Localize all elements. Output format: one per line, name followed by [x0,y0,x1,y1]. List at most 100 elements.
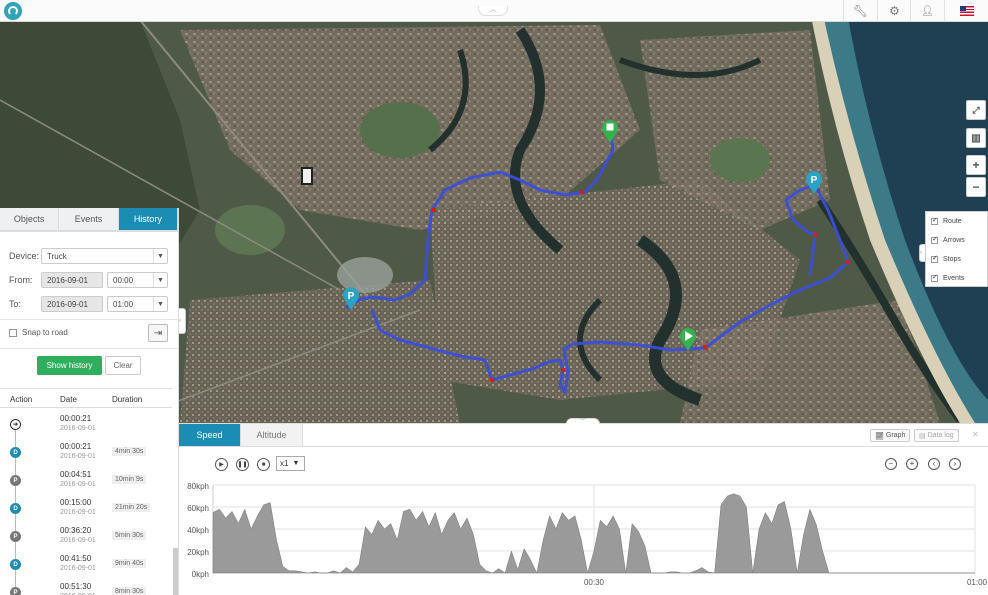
x-tick-label: 01:00 [967,578,988,587]
user-button[interactable]: 👤︎ [910,0,944,22]
layer-events[interactable]: Events [926,269,987,288]
app-logo[interactable] [4,2,22,20]
clear-button[interactable]: Clear [105,356,141,375]
history-duration: 4min 30s [112,447,147,456]
checkbox[interactable] [931,273,938,282]
tools-button[interactable]: 🔧︎ [843,0,877,22]
caret-down-icon: ▼ [292,460,300,467]
parking-pin-icon[interactable]: P [341,285,361,311]
show-history-button[interactable]: Show history [37,356,102,375]
parking-pin-icon[interactable]: P [804,169,824,195]
device-select[interactable]: Truck ▼ [41,248,168,264]
device-label: Device: [9,251,40,261]
history-row[interactable]: P 00:36:20 2016-09-01 5min 30s [0,523,172,551]
graph-collapse-handle[interactable]: ﹀ [566,418,600,425]
play-button[interactable]: ▶ [215,458,228,471]
export-button[interactable]: ⇥ [148,324,168,342]
graph-zoom-out-button[interactable]: − [885,458,897,470]
language-button[interactable] [944,0,988,22]
snap-to-road[interactable]: Snap to road [9,328,68,337]
chevron-up-icon: ︿ [489,6,497,13]
column-date: Date [60,395,77,404]
tab-events[interactable]: Events [59,208,119,230]
history-row[interactable]: P 00:04:51 2016-09-01 10min 9s [0,467,172,495]
history-row[interactable]: ➜ 00:00:21 2016-09-01 [0,411,172,439]
history-time: 00:36:20 [60,526,92,535]
playback-speed-select[interactable]: x1 ▼ [276,456,305,471]
graph-prev-button[interactable]: ‹ [928,458,940,470]
history-row[interactable]: D 00:41:50 2016-09-01 9min 40s [0,551,172,579]
y-tick-label: 80kph [187,482,209,491]
chevron-left-icon: ‹ [179,318,181,324]
divider [179,446,988,447]
history-duration: 8min 30s [112,587,147,595]
checkbox[interactable] [931,216,938,225]
history-time: 00:04:51 [60,470,92,479]
settings-button[interactable]: ⚙ [877,0,911,22]
us-flag-icon [959,6,974,16]
from-date-field[interactable]: 2016-09-01 [41,272,103,288]
top-collapse-handle[interactable]: ︿ [478,6,508,16]
chevron-left-icon: ‹ [920,250,922,256]
close-icon[interactable]: ✕ [972,430,979,439]
zoom-in-button[interactable]: + [966,155,986,175]
graph-button-label: Graph [885,432,906,439]
drive-badge: D [10,503,21,514]
graph-button[interactable]: 📈︎ Graph [870,429,911,442]
layer-arrows[interactable]: Arrows [926,231,987,250]
stop-button[interactable]: ■ [257,458,270,471]
history-date: 2016-09-01 [60,425,96,432]
map-view[interactable]: P P ⤢ ▥ + − ‹ Route Arrows Stops Events [0,0,988,423]
to-date-field[interactable]: 2016-09-01 [41,296,103,312]
pause-icon: ❚❚ [237,462,248,468]
layer-route[interactable]: Route [926,212,987,231]
y-tick-label: 60kph [187,504,209,513]
history-table-header: Action Date Duration [0,388,172,408]
map-type-button[interactable]: ▥ [966,128,986,148]
checkbox[interactable] [931,235,938,244]
checkbox[interactable] [931,254,938,263]
map-icon: ▥ [971,132,981,144]
history-row[interactable]: D 00:00:21 2016-09-01 4min 30s [0,439,172,467]
fullscreen-icon: ⤢ [972,104,980,115]
data-log-button[interactable]: ▤ Data log [914,429,959,442]
fullscreen-button[interactable]: ⤢ [966,100,986,120]
chevron-down-icon: ▼ [153,249,167,263]
layers-panel-toggle[interactable]: ‹ [919,244,926,262]
tab-objects[interactable]: Objects [0,208,60,230]
start-pin-icon[interactable] [678,326,698,352]
history-list: ➜ 00:00:21 2016-09-01 D 00:00:21 2016-09… [0,409,172,595]
history-row[interactable]: D 00:15:00 2016-09-01 21min 20s [0,495,172,523]
left-panel-toggle[interactable]: ‹ [179,308,186,334]
graph-next-button[interactable]: › [949,458,961,470]
play-icon: ▶ [219,462,224,468]
from-time-select[interactable]: 00:00 ▼ [107,272,168,288]
tab-altitude[interactable]: Altitude [241,424,303,447]
history-duration: 5min 30s [112,531,147,540]
speed-chart[interactable]: 00:30 01:00 [179,479,988,595]
end-pin-icon[interactable] [600,118,620,144]
stop-icon: ■ [261,461,266,468]
chevron-down-icon: ▼ [153,273,167,287]
to-time-select[interactable]: 01:00 ▼ [107,296,168,312]
zoom-out-button[interactable]: − [966,177,986,197]
layer-label: Events [943,275,965,282]
history-row[interactable]: P 00:51:30 2016-09-01 8min 30s [0,579,172,595]
layer-stops[interactable]: Stops [926,250,987,269]
graph-panel: ﹀ Speed Altitude 📈︎ Graph ▤ Data log ✕ ▶ ❚… [179,418,988,595]
device-row: Device: Truck ▼ [9,248,168,264]
pause-button[interactable]: ❚❚ [236,458,249,471]
scrollbar[interactable] [173,548,178,595]
history-date: 2016-09-01 [60,453,96,460]
satellite-map [0,0,988,423]
snap-checkbox[interactable] [9,328,17,337]
graph-zoom-in-button[interactable]: + [906,458,918,470]
tab-history[interactable]: History [118,208,178,230]
tab-speed[interactable]: Speed [179,424,241,447]
from-label: From: [9,275,33,285]
top-bar: ︿ 🔧︎ ⚙ 👤︎ [0,0,988,22]
drive-badge: D [10,559,21,570]
history-date: 2016-09-01 [60,593,96,595]
layer-label: Arrows [943,237,965,244]
svg-text:P: P [348,291,355,302]
